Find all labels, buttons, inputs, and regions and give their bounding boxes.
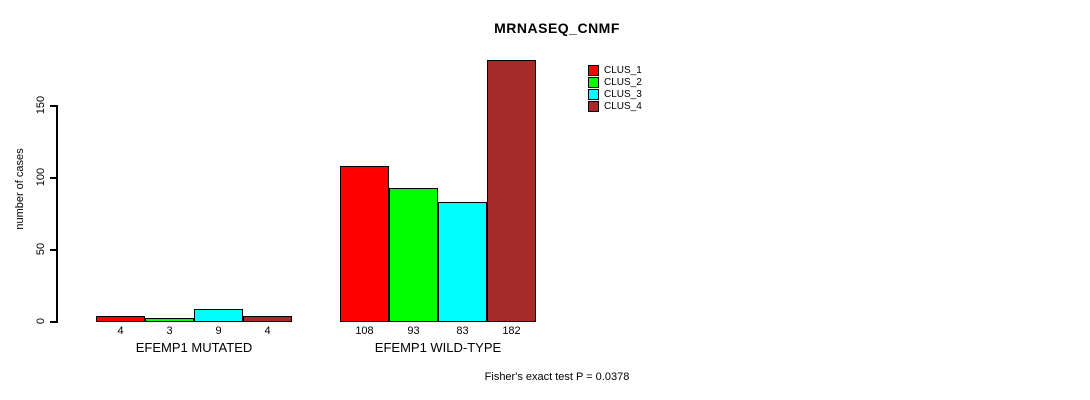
y-tick-label: 0: [35, 317, 47, 325]
x-group-label-mutated: EFEMP1 MUTATED: [135, 340, 253, 355]
bar-clus_1-group2: [340, 166, 389, 322]
y-tick-mark: [50, 321, 56, 323]
legend-swatch-icon: [588, 65, 599, 76]
bar-value-label: 93: [407, 325, 420, 337]
legend-item-clus_4: CLUS_4: [588, 101, 642, 112]
bar-clus_3-group1: [194, 309, 243, 322]
y-tick-label: 100: [35, 167, 47, 187]
legend-item-clus_2: CLUS_2: [588, 77, 642, 88]
legend-label: CLUS_2: [604, 77, 642, 88]
bar-value-label: 4: [264, 325, 271, 337]
legend-swatch-icon: [588, 89, 599, 100]
y-tick-label: 150: [35, 95, 47, 115]
bar-clus_1-group1: [96, 316, 145, 322]
bar-clus_2-group1: [145, 318, 194, 322]
bar-value-label: 182: [502, 325, 521, 337]
y-tick-mark: [50, 249, 56, 251]
y-axis-line: [56, 105, 58, 323]
chart-title: MRNASEQ_CNMF: [494, 20, 620, 36]
legend-label: CLUS_3: [604, 89, 642, 100]
legend-label: CLUS_4: [604, 101, 642, 112]
y-tick-mark: [50, 177, 56, 179]
y-tick-mark: [50, 105, 56, 107]
bar-value-label: 108: [355, 325, 374, 337]
bar-value-label: 83: [456, 325, 469, 337]
bar-value-label: 9: [215, 325, 222, 337]
legend-item-clus_3: CLUS_3: [588, 89, 642, 100]
bar-value-label: 3: [166, 325, 173, 337]
legend-label: CLUS_1: [604, 65, 642, 76]
bar-clus_2-group2: [389, 188, 438, 322]
annotation-text: Fisher's exact test P = 0.0378: [484, 371, 630, 383]
x-group-label-wildtype: EFEMP1 WILD-TYPE: [374, 340, 502, 355]
bar-value-label: 4: [117, 325, 124, 337]
legend-swatch-icon: [588, 101, 599, 112]
legend-item-clus_1: CLUS_1: [588, 65, 642, 76]
bar-clus_4-group2: [487, 60, 536, 322]
legend: CLUS_1 CLUS_2 CLUS_3 CLUS_4: [588, 65, 642, 112]
legend-swatch-icon: [588, 77, 599, 88]
y-axis-label: number of cases: [14, 148, 26, 230]
bar-clus_3-group2: [438, 202, 487, 322]
bar-clus_4-group1: [243, 316, 292, 322]
y-tick-label: 50: [35, 242, 47, 256]
